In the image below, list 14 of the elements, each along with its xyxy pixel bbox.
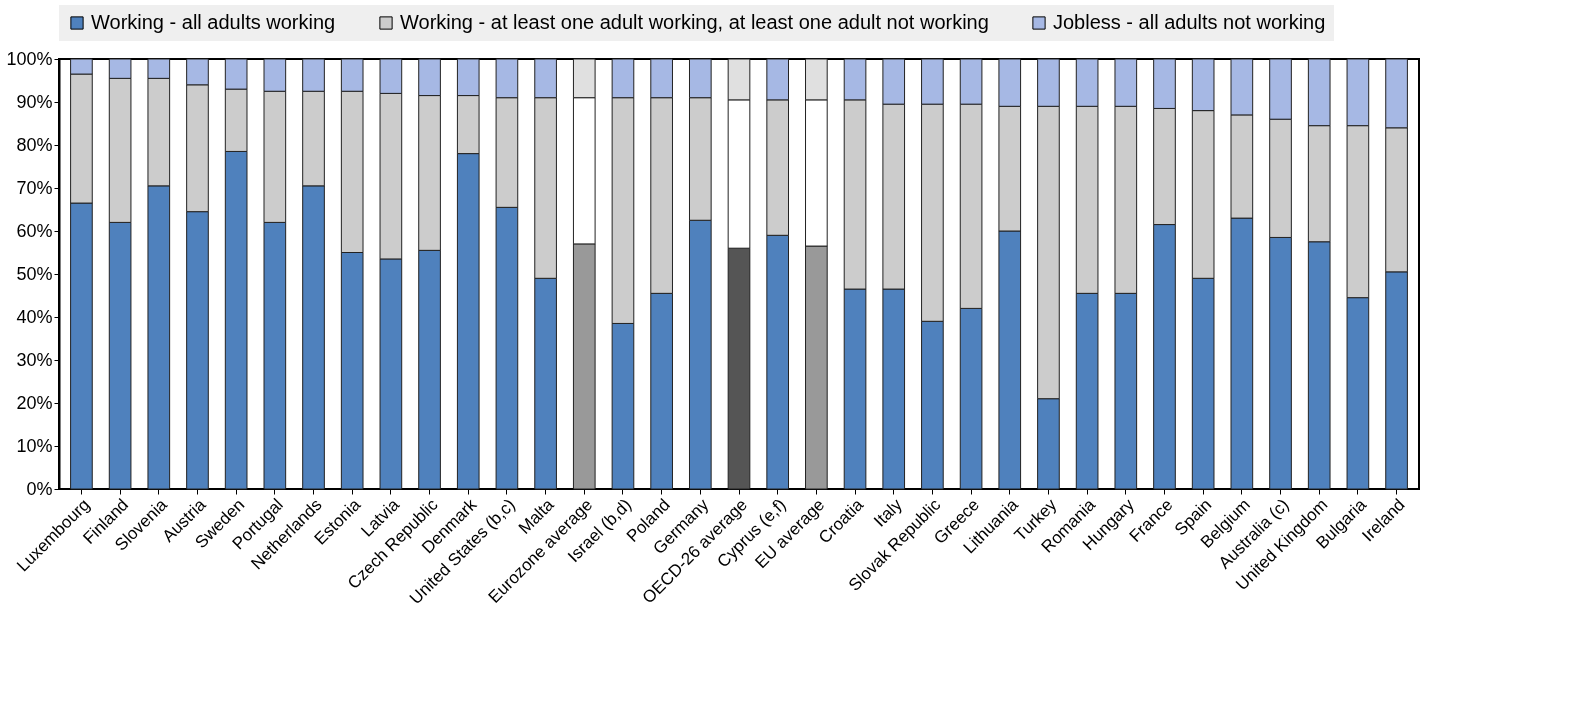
y-tick-label: 10%	[16, 435, 53, 456]
y-tick-label: 30%	[16, 349, 53, 370]
legend-label: Jobless - all adults not working	[1053, 11, 1326, 33]
y-tick-label: 20%	[16, 392, 53, 413]
legend-label: Working - all adults working	[91, 11, 336, 33]
y-tick-label: 90%	[16, 91, 53, 112]
y-tick-label: 100%	[6, 48, 53, 69]
legend-label: Working - at least one adult working, at least one adult not working	[400, 11, 989, 33]
y-tick-label: 60%	[16, 220, 53, 241]
y-tick-label: 0%	[26, 478, 53, 499]
y-tick-label: 40%	[16, 306, 53, 327]
y-tick-label: 70%	[16, 177, 53, 198]
y-tick-label: 80%	[16, 134, 53, 155]
y-tick-label: 50%	[16, 263, 53, 284]
